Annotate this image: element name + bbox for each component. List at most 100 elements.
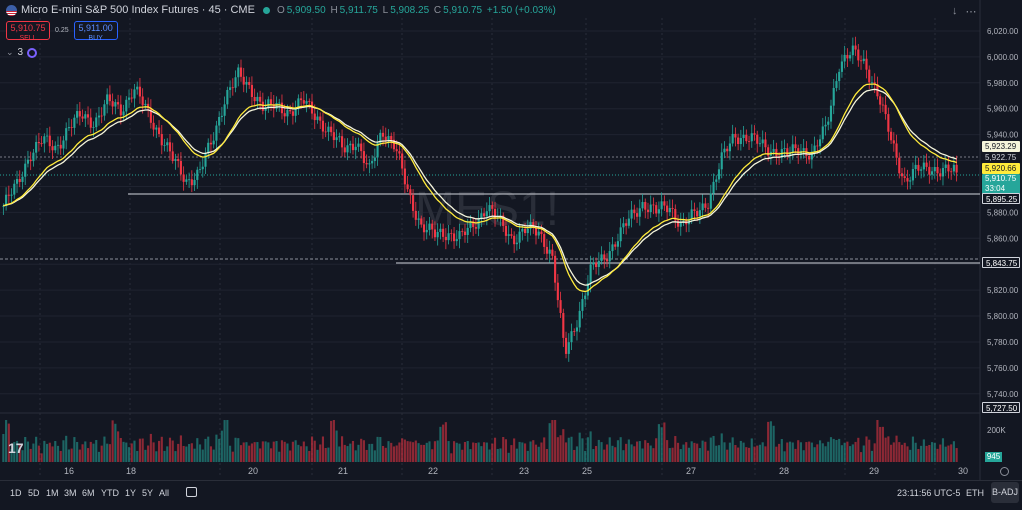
candle-body xyxy=(668,207,671,213)
price-tick-label: 6,000.00 xyxy=(987,53,1019,62)
candle-body xyxy=(207,142,210,154)
volume-bar xyxy=(564,442,568,462)
timeframe-5d[interactable]: 5D xyxy=(28,488,40,498)
volume-bar xyxy=(201,449,204,462)
volume-bar xyxy=(78,449,81,462)
volume-bar xyxy=(873,443,876,462)
candle-body xyxy=(302,100,305,104)
volume-bar xyxy=(575,446,579,462)
candle-body xyxy=(450,233,453,235)
tradingview-logo[interactable]: 17 xyxy=(8,440,24,456)
more-icon[interactable]: ⋯ xyxy=(965,6,977,18)
volume-bar xyxy=(693,442,696,462)
candle-body xyxy=(892,140,895,144)
candle-body xyxy=(753,133,756,135)
volume-bar xyxy=(671,447,674,462)
candle-body xyxy=(144,103,147,106)
time-tick-label: 25 xyxy=(582,466,592,476)
volume-bar xyxy=(622,450,625,462)
volume-bar xyxy=(305,446,308,462)
calendar-icon[interactable] xyxy=(186,487,197,497)
price-tick-label: 6,020.00 xyxy=(987,27,1019,36)
volume-bar xyxy=(212,449,215,462)
candle-body xyxy=(188,179,191,181)
volume-bar xyxy=(152,442,155,462)
timeframe-5y[interactable]: 5Y xyxy=(142,488,154,498)
candle-body xyxy=(726,148,729,152)
candle-body xyxy=(764,139,767,148)
candle-body xyxy=(663,201,666,206)
volume-bar xyxy=(428,441,431,462)
candle-body xyxy=(813,145,816,152)
volume-bar xyxy=(496,448,499,462)
price-chart[interactable]: 6,020.00 6,000.00 5,980.00 5,960.00 5,940.00… xyxy=(0,0,1022,480)
candle-body xyxy=(294,108,297,116)
candle-body xyxy=(272,104,275,109)
candle-body xyxy=(65,128,68,141)
timeframe-all[interactable]: All xyxy=(159,488,170,498)
candle-body xyxy=(633,209,636,214)
candle-body xyxy=(122,111,125,116)
timeframe-1m[interactable]: 1M xyxy=(46,488,59,498)
volume-bar xyxy=(586,437,589,462)
volume-bar xyxy=(264,441,267,462)
volume-bar xyxy=(7,423,10,462)
candle-body xyxy=(92,127,95,128)
volume-bar xyxy=(144,449,147,462)
timeframe-ytd[interactable]: YTD xyxy=(101,488,119,498)
candle-body xyxy=(368,163,371,165)
volume-bar xyxy=(726,449,729,462)
timeframe-1d[interactable]: 1D xyxy=(10,488,22,498)
volume-bar xyxy=(349,443,352,462)
timeframe-6m[interactable]: 6M xyxy=(82,488,95,498)
volume-bar xyxy=(589,431,592,462)
candle-body xyxy=(821,126,824,140)
volume-bar xyxy=(472,442,475,462)
volume-bar xyxy=(308,450,311,462)
gear-icon[interactable] xyxy=(1000,467,1009,476)
volume-bar xyxy=(198,444,202,462)
volume-bar xyxy=(510,445,513,462)
buy-button[interactable]: 5,911.00 BUY xyxy=(73,21,118,42)
session-toggle[interactable]: ETH xyxy=(966,488,984,498)
ma-slow-price-tag: 5,923.29 xyxy=(982,141,1020,152)
volume-bar xyxy=(220,430,223,462)
download-icon[interactable]: ↓ xyxy=(952,5,958,17)
sell-button[interactable]: 5,910.75 SELL xyxy=(6,21,50,42)
candle-body xyxy=(444,236,447,241)
candle-body xyxy=(840,61,843,72)
timeframe-3m[interactable]: 3M xyxy=(64,488,77,498)
volume-bar xyxy=(163,450,166,462)
candle-body xyxy=(622,223,625,228)
volume-bar xyxy=(679,449,682,462)
volume-bar xyxy=(769,421,772,462)
indicators-toggle[interactable]: ⌄ 3 xyxy=(6,47,38,58)
volume-bar xyxy=(551,420,554,462)
candle-body xyxy=(761,139,764,144)
volume-bar xyxy=(376,436,379,462)
volume-bar xyxy=(286,443,289,462)
candle-body xyxy=(455,239,458,242)
volume-bar xyxy=(592,449,595,462)
volume-bar xyxy=(223,420,226,462)
volume-bar xyxy=(141,438,144,462)
timeframe-1y[interactable]: 1Y xyxy=(125,488,137,498)
volume-bar xyxy=(849,446,852,462)
candle-body xyxy=(354,146,357,151)
volume-bar xyxy=(859,452,863,462)
volume-bar xyxy=(646,442,650,462)
adjustment-toggle[interactable]: B-ADJ xyxy=(991,482,1019,503)
volume-bar xyxy=(196,438,199,462)
clock[interactable]: 23:11:56 UTC-5 xyxy=(897,488,961,498)
candle-body xyxy=(269,99,273,105)
time-tick-label: 21 xyxy=(338,466,348,476)
volume-bar xyxy=(619,437,622,462)
volume-bar xyxy=(242,442,245,462)
candle-body xyxy=(193,179,196,186)
candle-body xyxy=(619,227,622,242)
candle-body xyxy=(250,84,253,97)
volume-bar xyxy=(567,437,570,462)
volume-bar xyxy=(390,442,393,462)
candle-body xyxy=(248,81,251,85)
symbol-title[interactable]: Micro E-mini S&P 500 Index Futures · 45 … xyxy=(21,4,255,16)
